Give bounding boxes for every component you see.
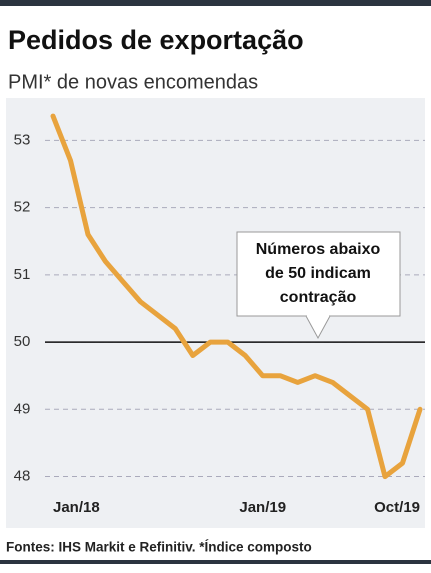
y-tick-label: 53	[14, 131, 31, 148]
y-tick-label: 51	[14, 266, 31, 283]
y-tick-label: 50	[14, 333, 31, 350]
annotation-text: de 50 indicam	[265, 265, 371, 282]
source: Fontes: IHS Markit e Refinitiv. *Índice …	[6, 540, 312, 555]
y-tick-label: 49	[14, 400, 31, 417]
annotation-box	[236, 231, 401, 317]
annotation-pointer	[305, 315, 331, 340]
bottom-bar	[0, 560, 431, 564]
annotation-text: contração	[280, 289, 357, 306]
chart-title: Pedidos de exportação	[8, 25, 304, 55]
x-tick-label: Oct/19	[374, 499, 420, 516]
y-tick-label: 48	[14, 468, 31, 485]
grid	[45, 139, 425, 478]
y-tick-label: 52	[14, 199, 31, 216]
annotation-text: Números abaixo	[256, 241, 381, 258]
x-tick-label: Jan/19	[239, 499, 286, 516]
chart-subtitle: PMI* de novas encomendas	[8, 71, 258, 93]
annotation	[236, 231, 401, 340]
line-series	[50, 113, 423, 480]
top-bar	[0, 0, 431, 6]
x-tick-label: Jan/18	[53, 499, 100, 516]
